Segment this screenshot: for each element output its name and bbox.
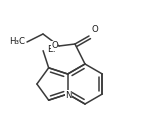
Text: N: N — [65, 91, 72, 99]
Text: O: O — [51, 42, 58, 50]
Text: Br: Br — [47, 45, 57, 54]
Text: H₃C: H₃C — [9, 38, 25, 46]
Text: O: O — [92, 25, 99, 34]
